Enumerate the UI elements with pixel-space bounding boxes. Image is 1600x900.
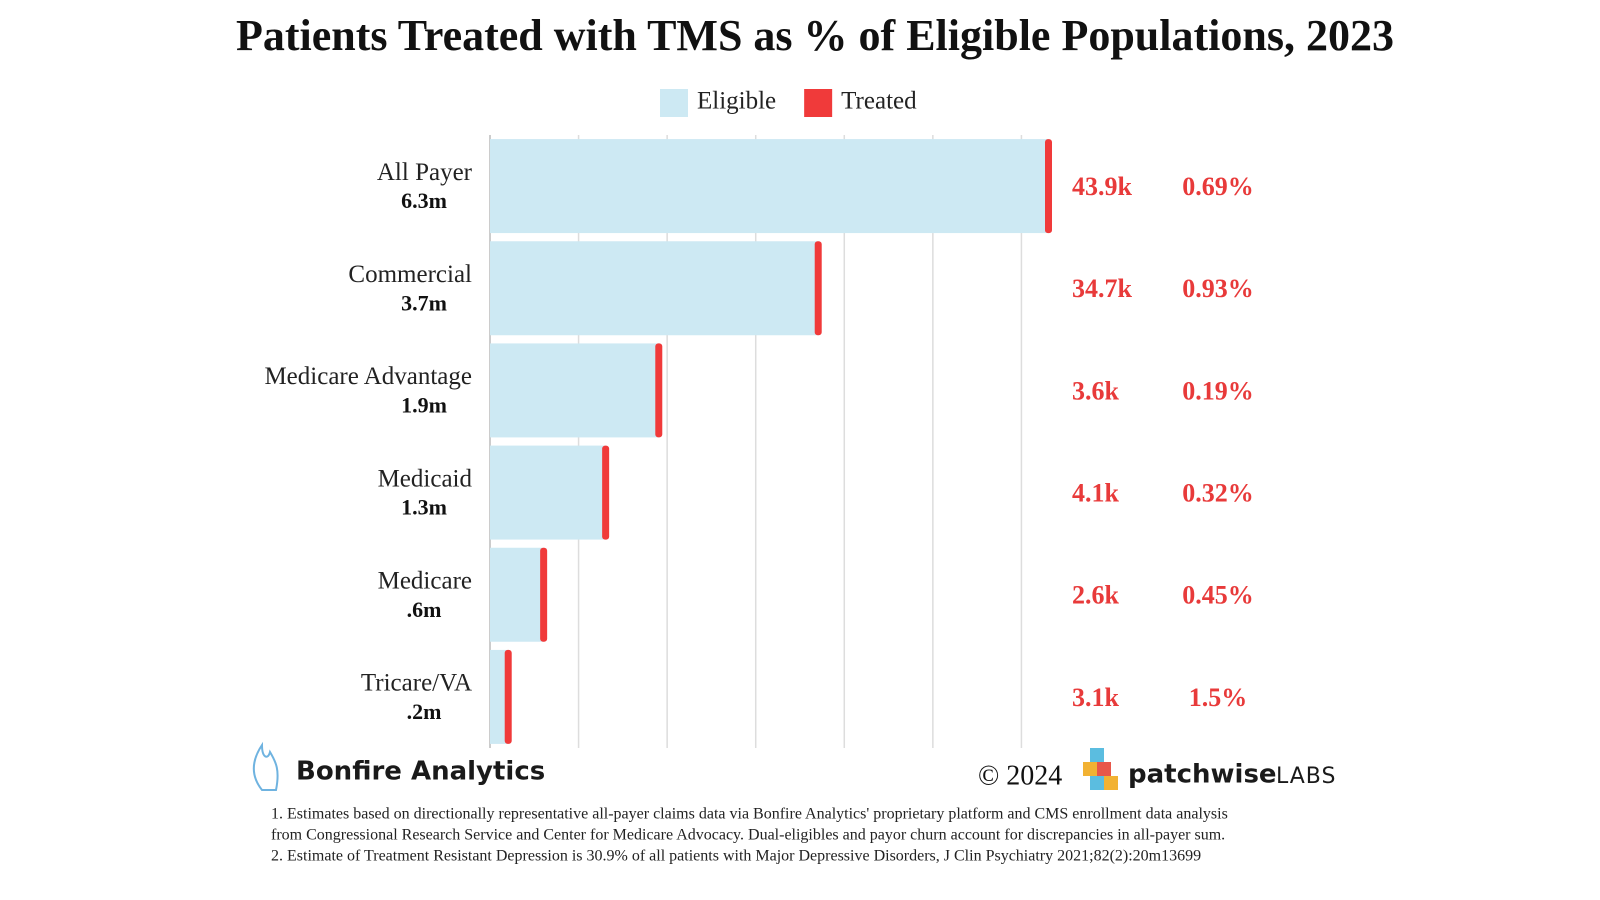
eligible-label: 1.9m <box>401 392 447 417</box>
chart-title: Patients Treated with TMS as % of Eligib… <box>236 11 1394 60</box>
share-label: 0.69% <box>1182 172 1254 201</box>
treated-label: 34.7k <box>1072 274 1133 303</box>
bar <box>490 139 1048 234</box>
brand-right: patchwise <box>1128 760 1277 790</box>
bar <box>490 241 818 336</box>
brand-right-sub: LABS <box>1276 764 1336 789</box>
share-label: 0.45% <box>1182 581 1254 610</box>
treated-marker <box>540 547 548 642</box>
copyright: © 2024 <box>978 760 1062 791</box>
bonfire-logo <box>252 741 279 791</box>
bar <box>490 547 544 642</box>
legend-label: Treated <box>841 88 917 115</box>
bar <box>490 445 606 540</box>
treated-marker <box>655 343 663 438</box>
treated-marker <box>504 649 512 744</box>
category-label: Medicare Advantage <box>264 363 472 390</box>
share-label: 1.5% <box>1189 683 1248 712</box>
treated-marker <box>814 241 822 336</box>
treated-label: 2.6k <box>1072 581 1120 610</box>
patchwise-icon <box>1083 748 1118 790</box>
treated-label: 3.6k <box>1072 376 1120 405</box>
footnote: from Congressional Research Service and … <box>271 827 1225 844</box>
treated-label: 4.1k <box>1072 479 1120 508</box>
treated-marker <box>602 445 610 540</box>
share-label: 0.19% <box>1182 376 1254 405</box>
category-label: Commercial <box>348 261 472 288</box>
bar <box>490 649 508 744</box>
treated-label: 3.1k <box>1072 683 1120 712</box>
flame-icon <box>252 741 279 791</box>
share-label: 0.93% <box>1182 274 1254 303</box>
footnote: 1. Estimates based on directionally repr… <box>271 806 1228 823</box>
eligible-label: .6m <box>407 597 442 622</box>
eligible-label: .2m <box>407 699 442 724</box>
brand-left: Bonfire Analytics <box>296 757 545 787</box>
bar <box>490 343 659 438</box>
legend-swatch <box>804 89 833 117</box>
category-label: All Payer <box>377 159 473 186</box>
category-label: Medicaid <box>378 465 473 492</box>
category-label: Medicare <box>378 567 472 594</box>
treated-marker <box>1045 139 1052 234</box>
eligible-label: 6.3m <box>401 188 447 213</box>
eligible-label: 1.3m <box>401 495 447 520</box>
footnote: 2. Estimate of Treatment Resistant Depre… <box>271 848 1201 865</box>
eligible-label: 3.7m <box>401 290 447 315</box>
treated-label: 43.9k <box>1072 172 1133 201</box>
legend-swatch <box>660 89 688 117</box>
share-label: 0.32% <box>1182 479 1254 508</box>
category-label: Tricare/VA <box>361 670 472 697</box>
legend-label: Eligible <box>697 88 776 115</box>
